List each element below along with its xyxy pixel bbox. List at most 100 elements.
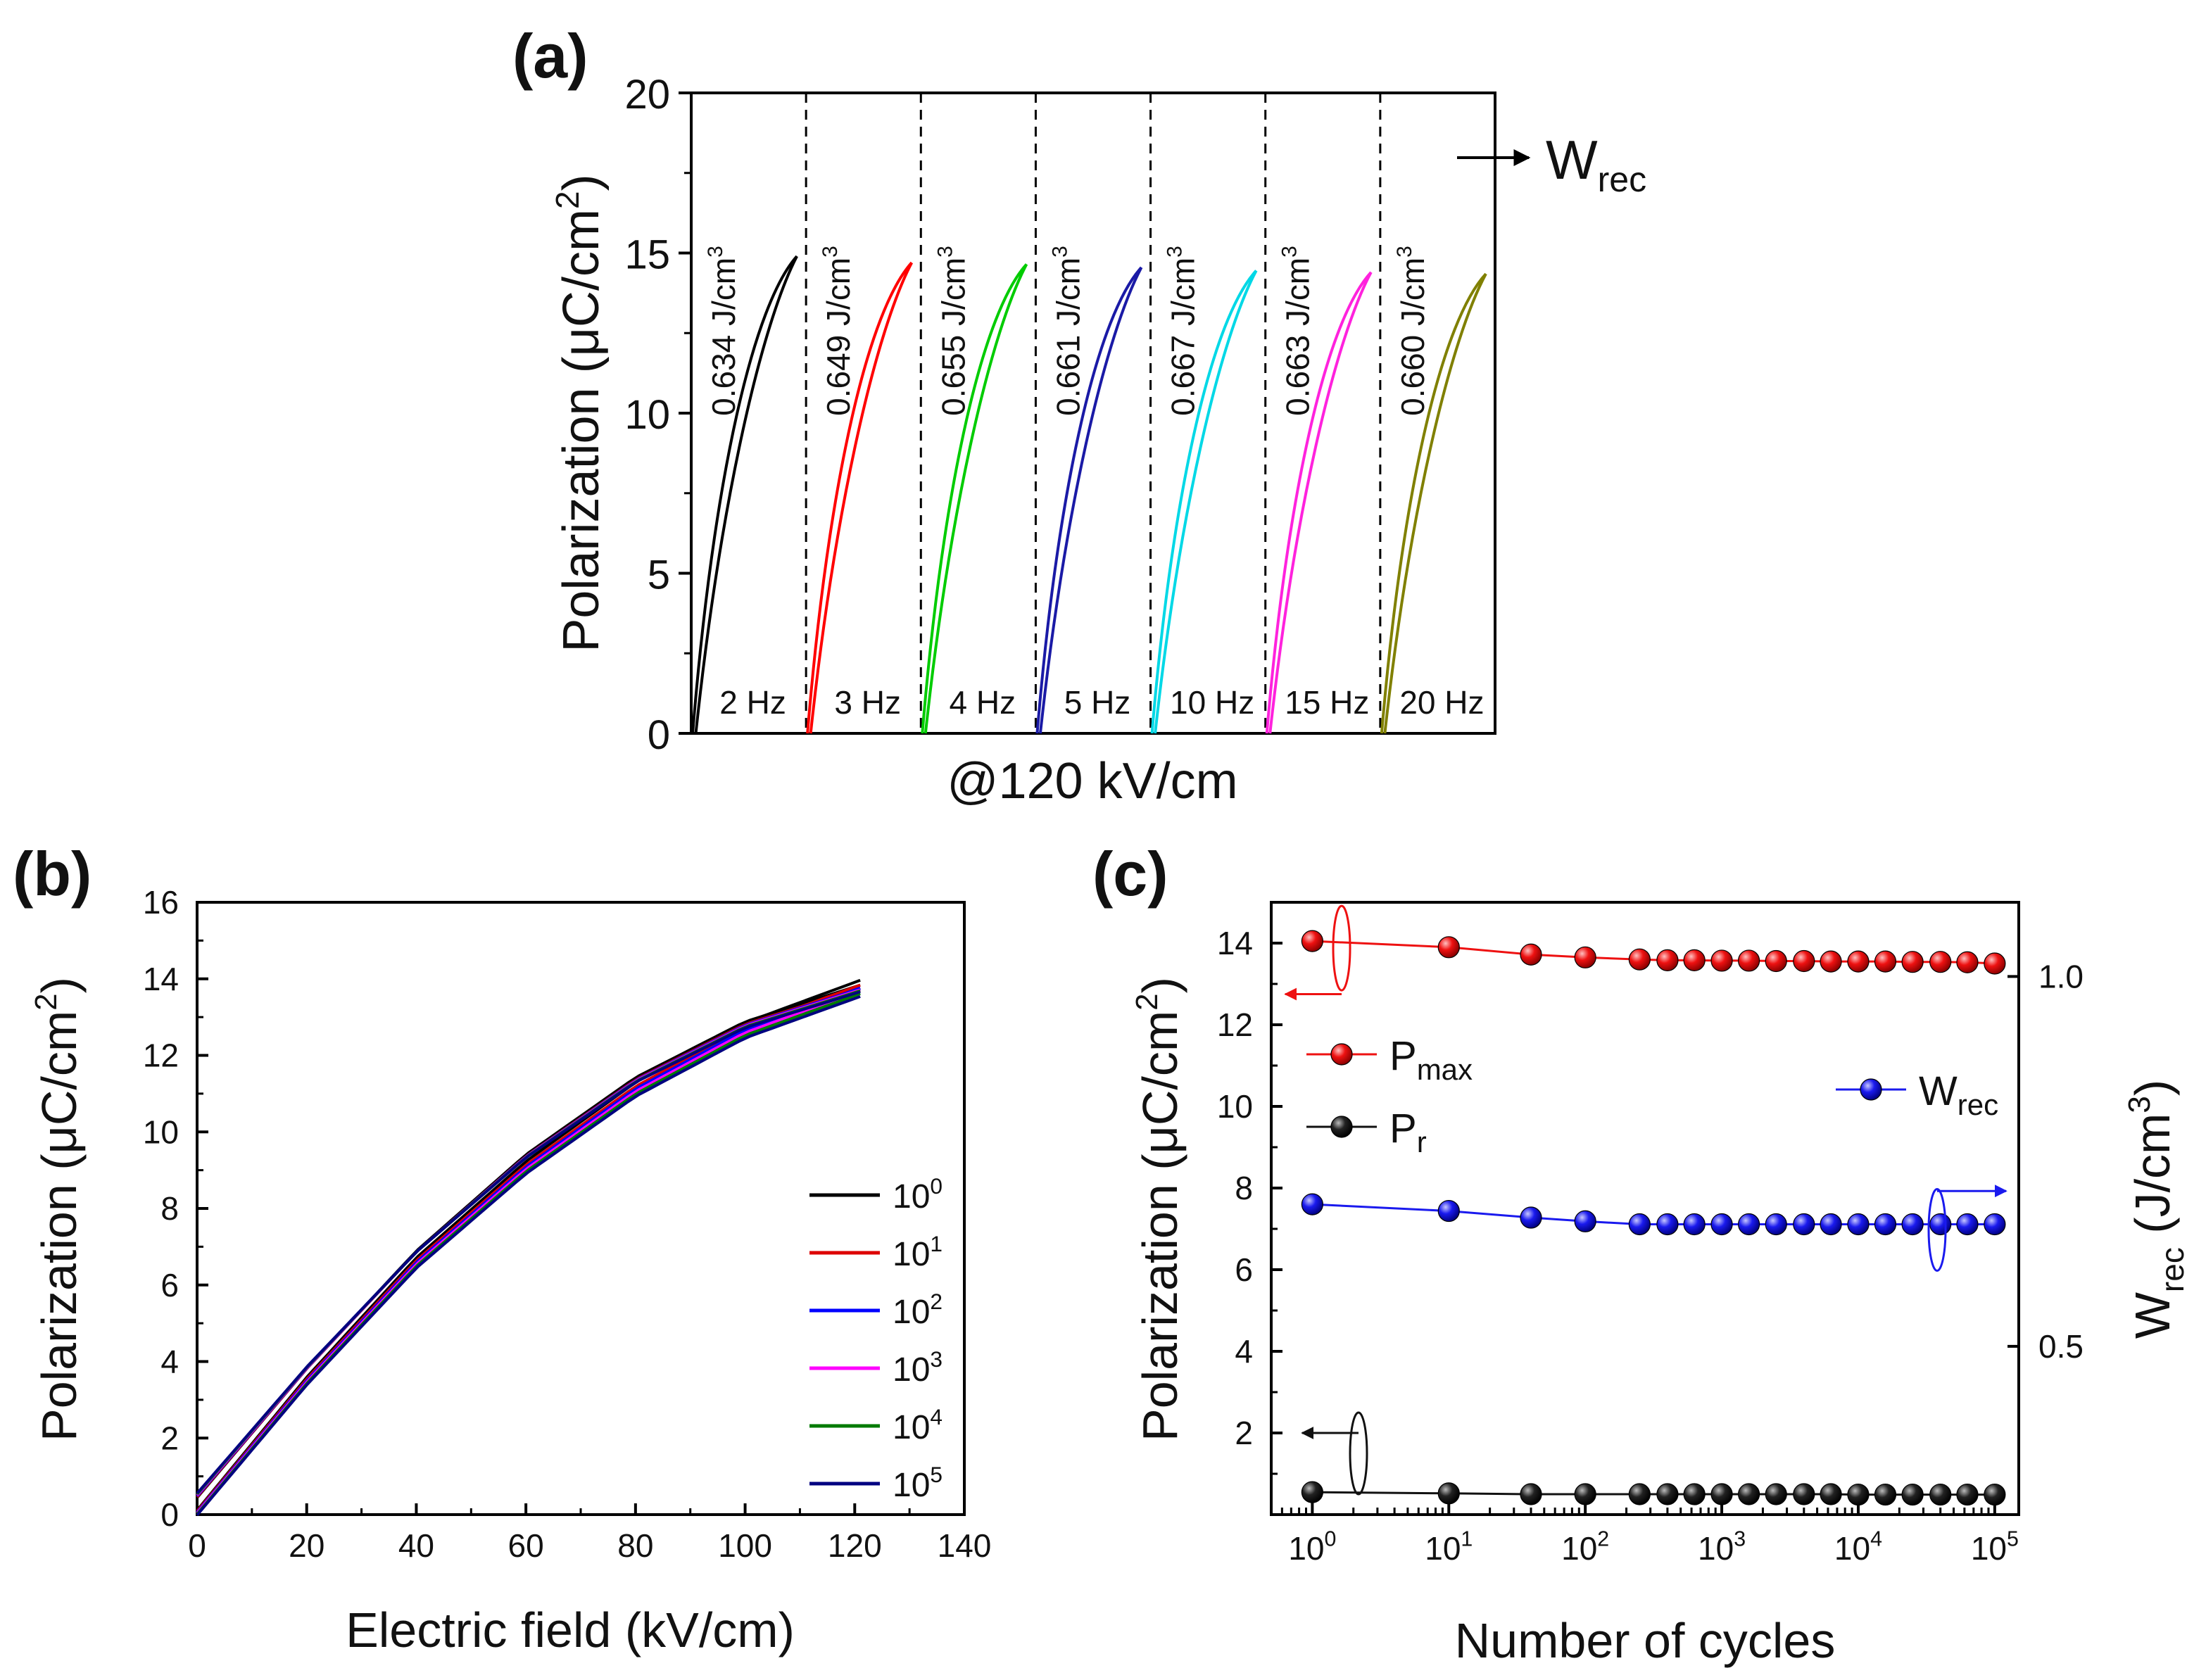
point-Wrec bbox=[1765, 1213, 1787, 1236]
point-Pmax bbox=[1301, 930, 1323, 952]
point-Pmax bbox=[1847, 950, 1870, 973]
pe-loop-upper-2-Hz bbox=[691, 255, 798, 734]
point-Pmax bbox=[1574, 946, 1596, 968]
panel-c-y2-axis-label: Wrec (J/cm3) bbox=[2122, 1080, 2191, 1339]
pe-loop-upper-20-Hz bbox=[1380, 272, 1487, 734]
pe-loop-lower-20-Hz bbox=[1383, 273, 1487, 734]
point-Wrec bbox=[1847, 1213, 1870, 1236]
point-Pmax bbox=[1737, 949, 1760, 972]
pe-loop-lower-4-Hz bbox=[924, 263, 1028, 734]
legend-marker-Pr bbox=[1330, 1116, 1353, 1138]
frequency-label: 20 Hz bbox=[1399, 684, 1484, 721]
wrec-axis-ellipse bbox=[1927, 1187, 1947, 1272]
y-tick-label: 6 bbox=[160, 1267, 179, 1303]
energy-label: 0.655 J/cm3 bbox=[933, 246, 971, 416]
frequency-label: 5 Hz bbox=[1064, 684, 1131, 721]
pe-curve-upper-10^5 bbox=[196, 990, 861, 1495]
x-tick-label: 80 bbox=[617, 1527, 653, 1564]
x-tick-label: 101 bbox=[1425, 1528, 1473, 1567]
point-Pr bbox=[1628, 1483, 1651, 1505]
panel-a-y-ticks: 0 5 10 15 20 bbox=[624, 72, 691, 758]
y-tick-label: 12 bbox=[1217, 1006, 1253, 1043]
point-Pmax bbox=[1656, 949, 1679, 971]
y2-tick-label: 0.5 bbox=[2038, 1328, 2084, 1365]
point-Pmax bbox=[1929, 951, 1952, 973]
pe-curve-upper-10^1 bbox=[196, 986, 861, 1498]
point-Pr bbox=[1737, 1483, 1760, 1505]
legend-label-Pr: Pr bbox=[1389, 1106, 1427, 1158]
x-tick-label: 140 bbox=[938, 1527, 992, 1564]
pmax-axis-ellipse bbox=[1332, 904, 1351, 992]
point-Pmax bbox=[1683, 949, 1706, 971]
point-Pmax bbox=[1820, 950, 1842, 973]
point-Pmax bbox=[1984, 952, 2006, 975]
panel-b-ticks: 0 20 40 60 80 100 120 140 0 2 4 6 8 10 12 14 16 bbox=[143, 884, 992, 1564]
pe-loop-upper-15-Hz bbox=[1265, 271, 1373, 734]
point-Pmax bbox=[1874, 950, 1897, 973]
point-Pr bbox=[1901, 1483, 1924, 1506]
frequency-label: 15 Hz bbox=[1285, 684, 1369, 721]
point-Pr bbox=[1847, 1483, 1870, 1506]
y-tick-label: 5 bbox=[648, 552, 670, 598]
x-tick-label: 100 bbox=[718, 1527, 772, 1564]
y-tick-label: 2 bbox=[1235, 1415, 1253, 1451]
panel-a-frequency-labels: 2 Hz 3 Hz 4 Hz 5 Hz 10 Hz 15 Hz 20 Hz bbox=[719, 684, 1484, 721]
legend-label-10^0: 100 bbox=[893, 1173, 943, 1215]
y-tick-label: 10 bbox=[1217, 1088, 1253, 1125]
pe-loop-lower-2-Hz bbox=[694, 255, 798, 734]
x-tick-label: 100 bbox=[1288, 1528, 1336, 1567]
pe-curve-lower-10^0 bbox=[196, 978, 861, 1512]
point-Wrec bbox=[1737, 1213, 1760, 1236]
pe-curve-upper-10^2 bbox=[196, 987, 861, 1497]
point-Pr bbox=[1437, 1482, 1460, 1505]
point-Pmax bbox=[1710, 949, 1733, 972]
y-tick-label: 4 bbox=[160, 1344, 179, 1380]
panel-a-energy-labels: 0.634 J/cm3 0.649 J/cm3 0.655 J/cm3 0.661 J… bbox=[704, 246, 1431, 416]
point-Pr bbox=[1956, 1483, 1979, 1506]
pe-curve-upper-10^3 bbox=[196, 988, 861, 1496]
y-tick-label: 12 bbox=[143, 1037, 179, 1074]
panel-a: (a) 0 5 10 15 20 0.634 J/cm3 0.649 J/cm3 0.655… bbox=[512, 21, 1646, 809]
y-tick-label: 14 bbox=[143, 961, 179, 997]
y-tick-label: 14 bbox=[1217, 925, 1253, 961]
frequency-label: 3 Hz bbox=[834, 684, 901, 721]
energy-label: 0.649 J/cm3 bbox=[819, 246, 857, 416]
legend-marker-Pmax bbox=[1330, 1043, 1353, 1066]
x-tick-label: 104 bbox=[1834, 1528, 1882, 1567]
point-Pmax bbox=[1956, 951, 1979, 973]
panel-b-x-axis-label: Electric field (kV/cm) bbox=[346, 1603, 795, 1657]
x-tick-label: 102 bbox=[1561, 1528, 1609, 1567]
panel-a-dividers bbox=[805, 93, 1382, 733]
panel-c-legend: Pmax Pr Wrec bbox=[1306, 1033, 1998, 1158]
panel-c-x-axis-label: Number of cycles bbox=[1455, 1613, 1836, 1668]
point-Wrec bbox=[1710, 1213, 1733, 1236]
point-Pr bbox=[1574, 1483, 1596, 1505]
panel-c-points bbox=[1301, 930, 2006, 1506]
y-tick-label: 16 bbox=[143, 884, 179, 921]
panel-a-curves bbox=[691, 255, 1487, 734]
pe-curve-lower-10^1 bbox=[196, 983, 861, 1512]
legend-label-Wrec: Wrec bbox=[1919, 1068, 1998, 1121]
point-Pr bbox=[1793, 1483, 1815, 1505]
point-Pr bbox=[1929, 1483, 1952, 1506]
point-Pr bbox=[1710, 1483, 1733, 1505]
pe-curve-upper-10^0 bbox=[196, 983, 861, 1499]
energy-label: 0.660 J/cm3 bbox=[1393, 246, 1431, 416]
pe-loop-lower-15-Hz bbox=[1268, 271, 1373, 734]
x-tick-label: 105 bbox=[1971, 1528, 2019, 1567]
panel-c-letter: (c) bbox=[1092, 839, 1168, 909]
panel-c-axis-indicators bbox=[1284, 904, 2008, 1496]
legend-label-10^5: 105 bbox=[893, 1462, 943, 1504]
x-tick-label: 103 bbox=[1698, 1528, 1746, 1567]
panel-a-letter: (a) bbox=[512, 21, 588, 91]
x-tick-label: 0 bbox=[188, 1527, 206, 1564]
y2-tick-label: 1.0 bbox=[2038, 958, 2084, 994]
y-tick-label: 20 bbox=[624, 72, 670, 118]
point-Pr bbox=[1765, 1483, 1787, 1505]
y-tick-label: 8 bbox=[1235, 1170, 1253, 1206]
frequency-label: 10 Hz bbox=[1170, 684, 1254, 721]
y-tick-label: 6 bbox=[1235, 1251, 1253, 1288]
point-Wrec bbox=[1929, 1213, 1952, 1236]
